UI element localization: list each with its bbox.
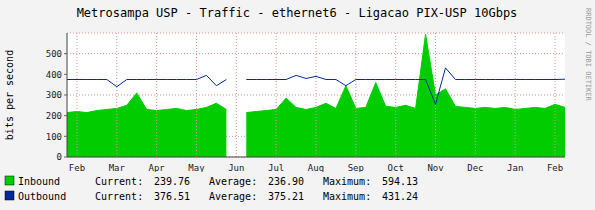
svg-text:Jan: Jan (507, 163, 523, 172)
svg-text:Apr: Apr (149, 163, 166, 172)
svg-text:Aug: Aug (308, 163, 324, 172)
svg-text:Feb: Feb (547, 163, 563, 172)
svg-text:Average:: Average: (209, 191, 257, 202)
svg-text:0: 0 (57, 152, 62, 162)
svg-text:239.76: 239.76 (154, 176, 190, 187)
svg-text:Feb: Feb (69, 163, 85, 172)
svg-text:Mar: Mar (109, 163, 126, 172)
svg-text:300: 300 (46, 90, 62, 100)
svg-text:400: 400 (46, 70, 62, 80)
svg-text:236.90: 236.90 (268, 176, 304, 187)
svg-text:200: 200 (46, 111, 62, 121)
svg-text:Current:: Current: (95, 191, 143, 202)
svg-text:431.24: 431.24 (382, 191, 418, 202)
svg-text:594.13: 594.13 (382, 176, 418, 187)
svg-text:Outbound: Outbound (18, 191, 66, 202)
svg-text:Metrosampa USP - Traffic - eth: Metrosampa USP - Traffic - ethernet6 - L… (77, 6, 518, 20)
svg-text:Inbound: Inbound (18, 176, 60, 187)
svg-text:Current:: Current: (95, 176, 143, 187)
svg-text:Dec: Dec (467, 163, 483, 172)
svg-text:500: 500 (46, 49, 62, 59)
svg-text:Oct: Oct (388, 163, 404, 172)
svg-text:Jul: Jul (268, 163, 284, 172)
svg-text:Maximum:: Maximum: (323, 176, 371, 187)
svg-text:May: May (188, 163, 205, 172)
svg-text:100: 100 (46, 132, 62, 142)
svg-text:Sep: Sep (348, 163, 364, 172)
svg-text:375.21: 375.21 (268, 191, 304, 202)
svg-text:RRDTOOL / TOBI OETIKER: RRDTOOL / TOBI OETIKER (584, 8, 587, 102)
svg-text:Jun: Jun (228, 163, 244, 172)
svg-text:Average:: Average: (209, 176, 257, 187)
svg-text:Maximum:: Maximum: (323, 191, 371, 202)
svg-text:bits per second: bits per second (8, 50, 15, 140)
svg-text:Nov: Nov (427, 163, 443, 172)
svg-text:376.51: 376.51 (154, 191, 190, 202)
